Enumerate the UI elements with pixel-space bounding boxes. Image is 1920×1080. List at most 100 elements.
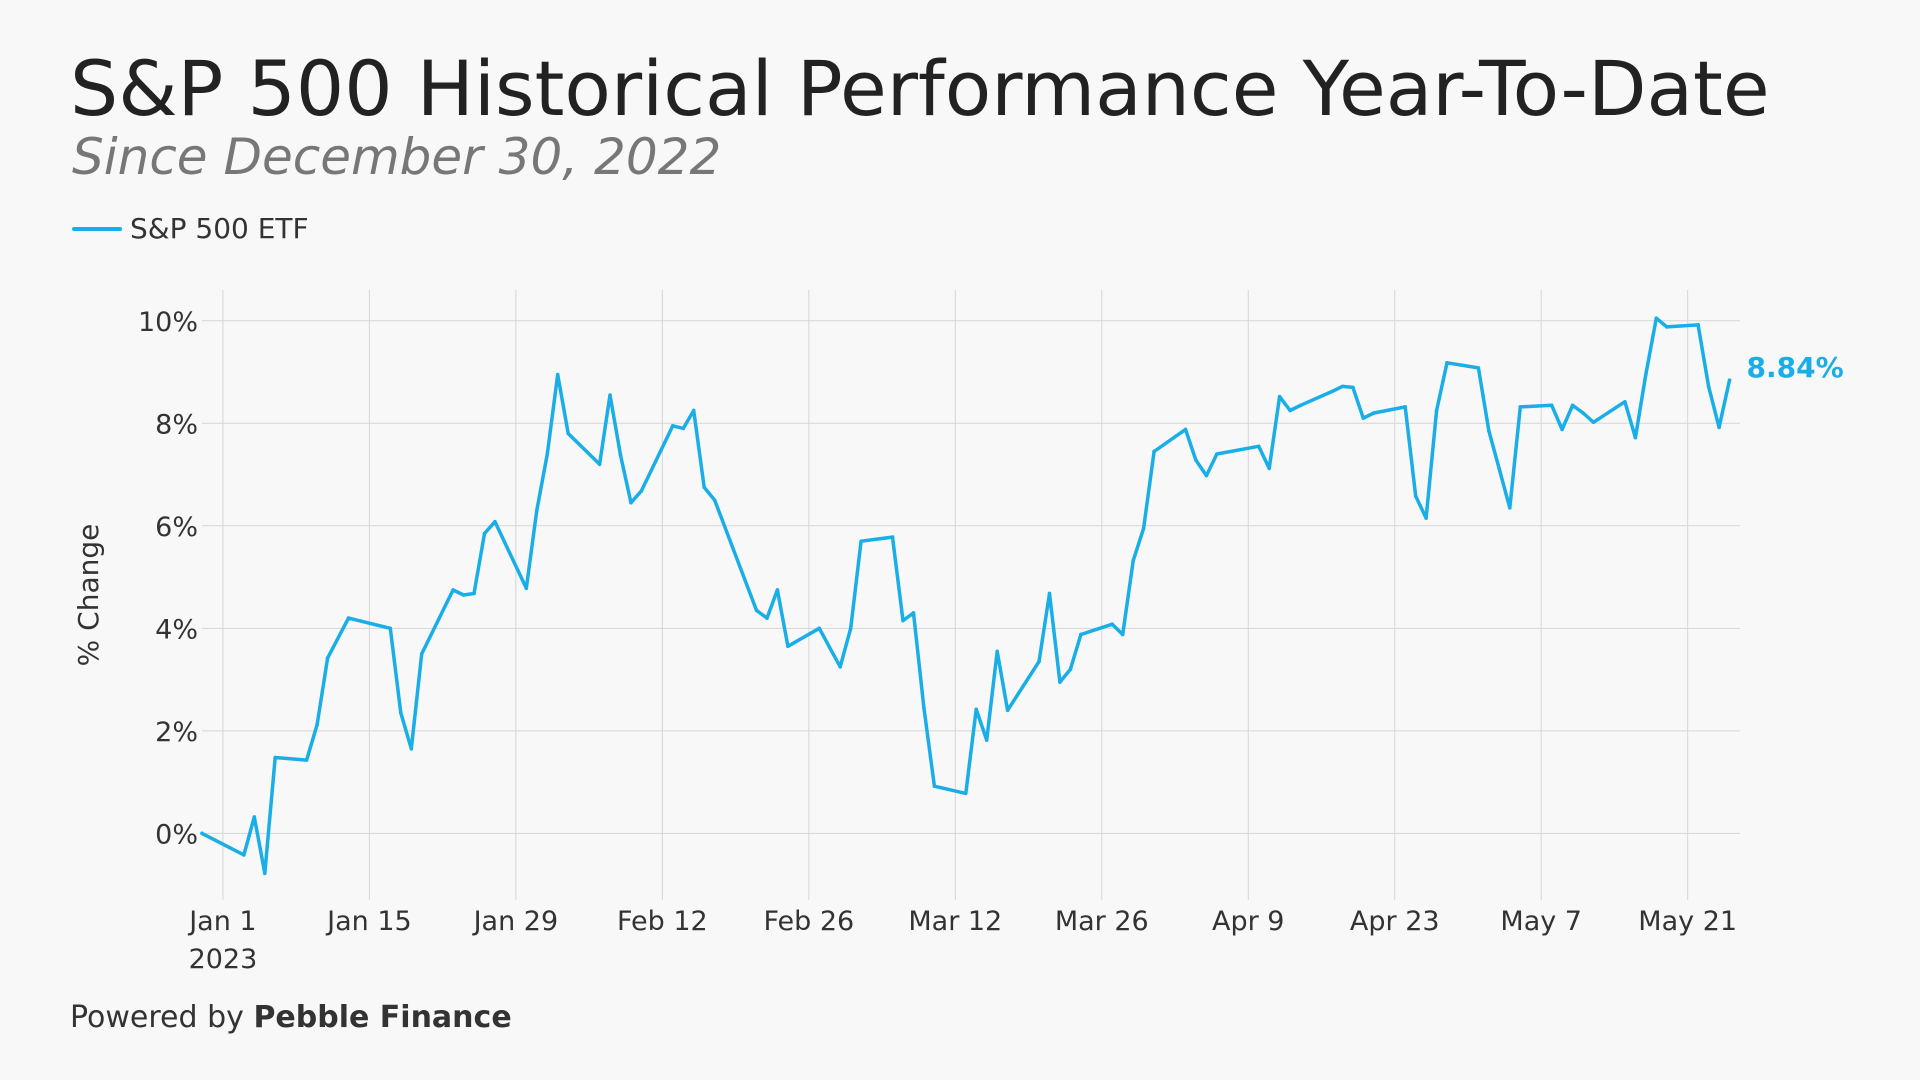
data-point xyxy=(451,588,455,592)
data-point xyxy=(608,393,612,397)
data-point xyxy=(242,853,246,857)
data-point xyxy=(566,431,570,436)
data-point xyxy=(765,616,769,620)
x-tick-year-label: 2023 xyxy=(189,944,258,975)
data-point xyxy=(535,508,539,513)
data-point xyxy=(932,784,937,789)
data-point xyxy=(995,649,999,654)
footer-brand: Pebble Finance xyxy=(253,1000,512,1035)
data-point xyxy=(1068,667,1073,672)
data-point xyxy=(1194,458,1198,462)
data-point xyxy=(1204,473,1209,478)
data-point xyxy=(1340,384,1345,389)
data-point xyxy=(1497,467,1502,472)
x-tick-label: Jan 1 xyxy=(187,906,256,937)
x-tick-label: Apr 23 xyxy=(1350,906,1440,937)
footer: Powered by Pebble Finance xyxy=(70,1000,512,1035)
data-point xyxy=(639,489,644,493)
chart-title: S&P 500 Historical Performance Year-To-D… xyxy=(70,44,1770,133)
x-tick-label: Mar 12 xyxy=(908,906,1002,937)
data-point xyxy=(1058,680,1062,684)
y-tick-label: 4% xyxy=(155,614,198,645)
data-point xyxy=(1037,659,1041,664)
data-point xyxy=(890,535,895,539)
data-point xyxy=(304,758,309,762)
data-point xyxy=(1183,427,1188,432)
data-point xyxy=(1696,323,1700,327)
data-point xyxy=(984,738,989,742)
data-point xyxy=(838,664,843,669)
x-tick-label: Mar 26 xyxy=(1055,906,1149,937)
data-point xyxy=(1152,449,1156,454)
chart-subtitle: Since December 30, 2022 xyxy=(72,128,722,186)
x-tick-label: Feb 12 xyxy=(617,906,708,937)
data-point xyxy=(1706,384,1711,389)
x-tick-label: Feb 26 xyxy=(763,906,854,937)
data-point xyxy=(671,424,675,428)
data-point xyxy=(1560,427,1564,432)
y-tick-label: 0% xyxy=(155,819,198,850)
data-point xyxy=(325,656,330,660)
data-point xyxy=(1487,429,1491,433)
data-point xyxy=(618,453,623,457)
data-point xyxy=(200,831,204,836)
data-point xyxy=(1591,420,1596,425)
data-point xyxy=(681,426,686,431)
data-point xyxy=(1644,372,1648,377)
y-tick-label: 8% xyxy=(155,409,198,440)
data-point xyxy=(482,531,487,536)
data-point xyxy=(315,722,319,727)
data-point xyxy=(859,539,863,543)
data-point xyxy=(1717,425,1721,430)
data-point xyxy=(1623,399,1627,404)
data-point xyxy=(388,626,393,631)
data-point xyxy=(712,498,717,502)
data-point xyxy=(911,611,916,615)
data-point xyxy=(262,871,267,876)
data-point xyxy=(1079,632,1083,637)
data-point xyxy=(1633,435,1638,440)
data-point xyxy=(409,746,414,751)
data-point xyxy=(1508,506,1512,510)
data-point xyxy=(1570,403,1575,408)
data-point xyxy=(775,588,780,592)
data-point xyxy=(754,608,759,613)
data-point xyxy=(827,645,832,650)
data-point xyxy=(1413,494,1418,498)
data-point xyxy=(1581,411,1585,415)
data-point xyxy=(1047,591,1052,596)
data-point xyxy=(1361,416,1366,420)
data-point xyxy=(419,652,424,656)
data-point xyxy=(1215,452,1219,456)
legend-swatch xyxy=(72,226,122,231)
data-point xyxy=(1141,526,1146,531)
legend: S&P 500 ETF xyxy=(72,212,309,245)
data-point xyxy=(922,705,926,710)
data-point xyxy=(346,616,351,620)
data-point xyxy=(1256,444,1261,449)
data-point xyxy=(817,626,822,631)
data-point xyxy=(963,791,968,796)
x-tick-label: Jan 29 xyxy=(472,906,559,937)
data-point xyxy=(1549,403,1554,408)
data-point xyxy=(1727,378,1732,383)
data-point xyxy=(1445,360,1449,365)
data-point xyxy=(1518,405,1523,409)
end-value-label: 8.84% xyxy=(1747,351,1844,384)
data-point xyxy=(974,707,979,712)
data-point xyxy=(901,618,905,623)
data-point xyxy=(1110,622,1115,627)
data-point xyxy=(1131,558,1135,563)
data-point xyxy=(629,500,633,505)
x-tick-label: May 21 xyxy=(1638,906,1737,937)
data-point xyxy=(273,755,278,760)
data-point xyxy=(1654,316,1659,320)
data-point xyxy=(1403,405,1407,409)
data-point xyxy=(252,815,257,819)
data-point xyxy=(1298,403,1303,408)
data-point xyxy=(1424,516,1428,520)
x-tick-label: Apr 9 xyxy=(1212,906,1284,937)
y-tick-label: 10% xyxy=(138,307,198,338)
data-point xyxy=(1372,411,1376,415)
